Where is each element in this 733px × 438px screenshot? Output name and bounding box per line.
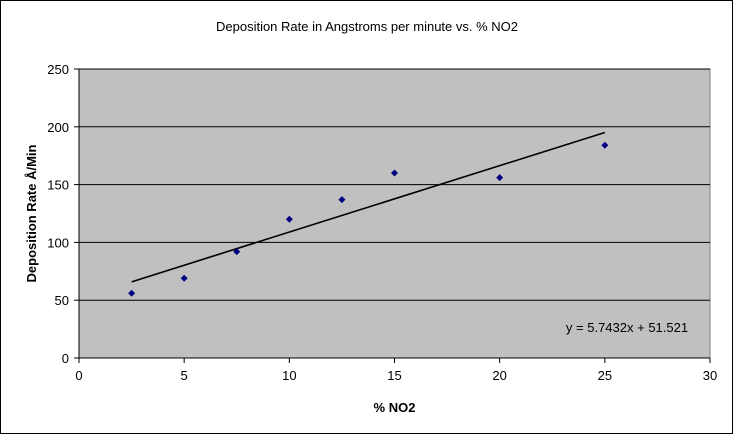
chart-title: Deposition Rate in Angstroms per minute …: [216, 19, 518, 34]
y-tick-label: 150: [47, 178, 69, 193]
y-tick-label: 200: [47, 120, 69, 135]
data-point: [285, 215, 293, 223]
x-tick-label: 25: [598, 368, 612, 383]
data-points: [128, 141, 609, 297]
data-point: [601, 141, 609, 149]
data-point: [391, 169, 398, 177]
trendline-layer: [131, 131, 606, 283]
x-tick-label: 20: [492, 368, 506, 383]
y-axis-title: Deposition Rate Å/Min: [24, 144, 39, 282]
data-point: [128, 289, 136, 297]
x-tick-label: 0: [75, 368, 82, 383]
y-tick-label: 100: [47, 235, 69, 250]
x-tick-label: 30: [703, 368, 717, 383]
axes: 0 50 100 150 200 250 0 5 10 15 20 25 30: [47, 62, 717, 383]
gridlines: [79, 68, 710, 301]
data-point: [496, 174, 504, 182]
x-tick-label: 10: [282, 368, 296, 383]
trendline: [131, 131, 606, 283]
plot-area: [78, 68, 711, 359]
trendline-equation: y = 5.7432x + 51.521: [566, 320, 688, 335]
y-tick-label: 250: [47, 62, 69, 77]
data-point: [338, 196, 346, 204]
x-tick-label: 15: [387, 368, 401, 383]
data-point: [180, 274, 188, 282]
x-axis-title: % NO2: [374, 400, 416, 415]
x-tick-label: 5: [181, 368, 188, 383]
data-point: [233, 248, 241, 256]
y-tick-label: 50: [55, 293, 69, 308]
y-tick-label: 0: [62, 351, 69, 366]
